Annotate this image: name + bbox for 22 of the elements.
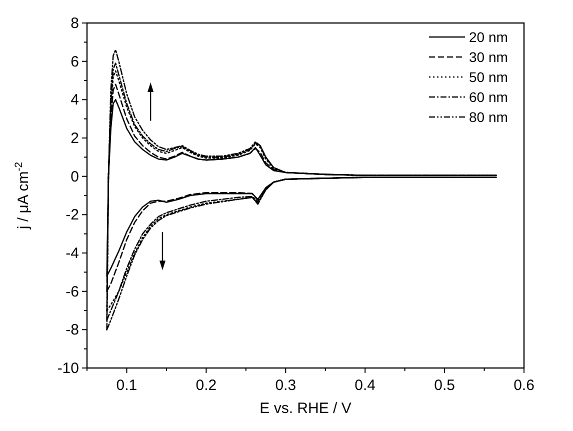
y-tick-label: 4: [70, 92, 79, 109]
x-tick-label: 0.3: [275, 377, 296, 394]
y-tick-label: -8: [66, 322, 79, 339]
y-tick-label: -4: [66, 245, 79, 262]
x-tick-label: 0.1: [116, 377, 138, 394]
legend-label: 80 nm: [469, 109, 508, 125]
y-tick-label: -10: [57, 360, 79, 377]
y-tick-label: -6: [66, 283, 79, 300]
x-tick-label: 0.6: [514, 377, 534, 394]
x-axis-title: E vs. RHE / V: [260, 400, 352, 417]
y-tick-label: -2: [66, 206, 79, 224]
y-tick-label: 8: [70, 15, 79, 32]
legend-label: 60 nm: [469, 89, 508, 105]
legend-label: 30 nm: [469, 49, 508, 65]
y-tick-label: 6: [70, 53, 79, 70]
y-tick-label: 0: [70, 168, 79, 186]
legend-label: 50 nm: [469, 69, 508, 85]
legend-label: 20 nm: [469, 29, 508, 45]
x-tick-label: 0.4: [354, 377, 376, 394]
y-tick-label: 2: [70, 130, 79, 147]
x-tick-label: 0.5: [434, 377, 455, 394]
x-tick-label: 0.2: [196, 377, 217, 394]
